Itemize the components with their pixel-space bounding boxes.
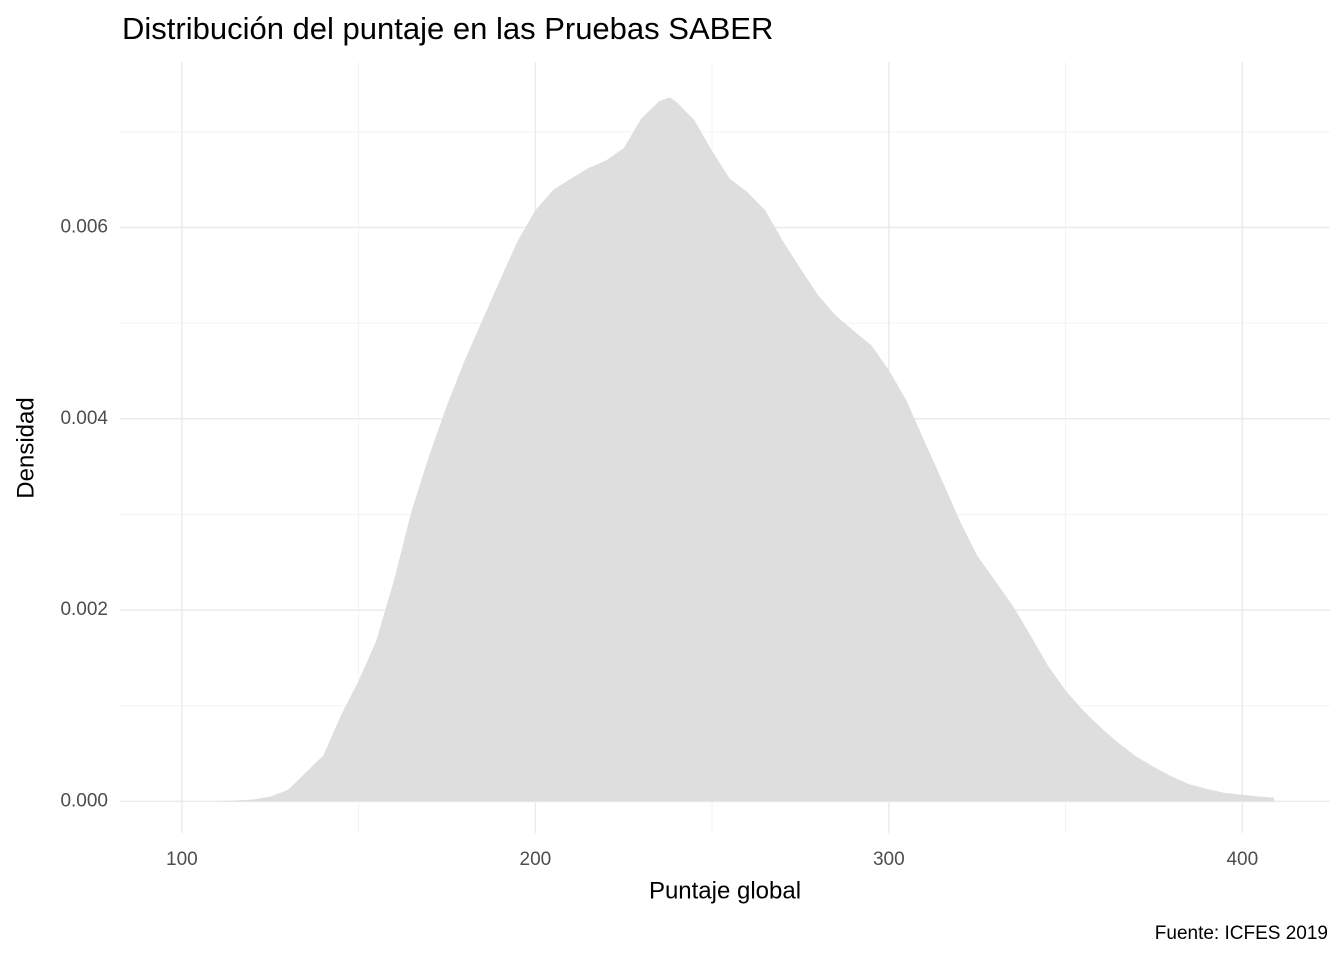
density-area bbox=[181, 97, 1275, 802]
y-tick-label: 0.002 bbox=[60, 599, 108, 620]
y-tick-label: 0.006 bbox=[60, 217, 108, 238]
y-tick-label: 0.004 bbox=[60, 408, 108, 429]
x-axis-label: Puntaje global bbox=[649, 877, 801, 904]
x-tick-label: 200 bbox=[520, 849, 552, 870]
chart-title: Distribución del puntaje en las Pruebas … bbox=[122, 11, 773, 46]
x-tick-label: 100 bbox=[166, 849, 198, 870]
x-tick-label: 300 bbox=[873, 849, 905, 870]
y-tick-label: 0.000 bbox=[60, 790, 108, 811]
x-tick-label: 400 bbox=[1226, 849, 1258, 870]
caption: Fuente: ICFES 2019 bbox=[1155, 923, 1328, 944]
y-axis-label: Densidad bbox=[12, 397, 39, 498]
